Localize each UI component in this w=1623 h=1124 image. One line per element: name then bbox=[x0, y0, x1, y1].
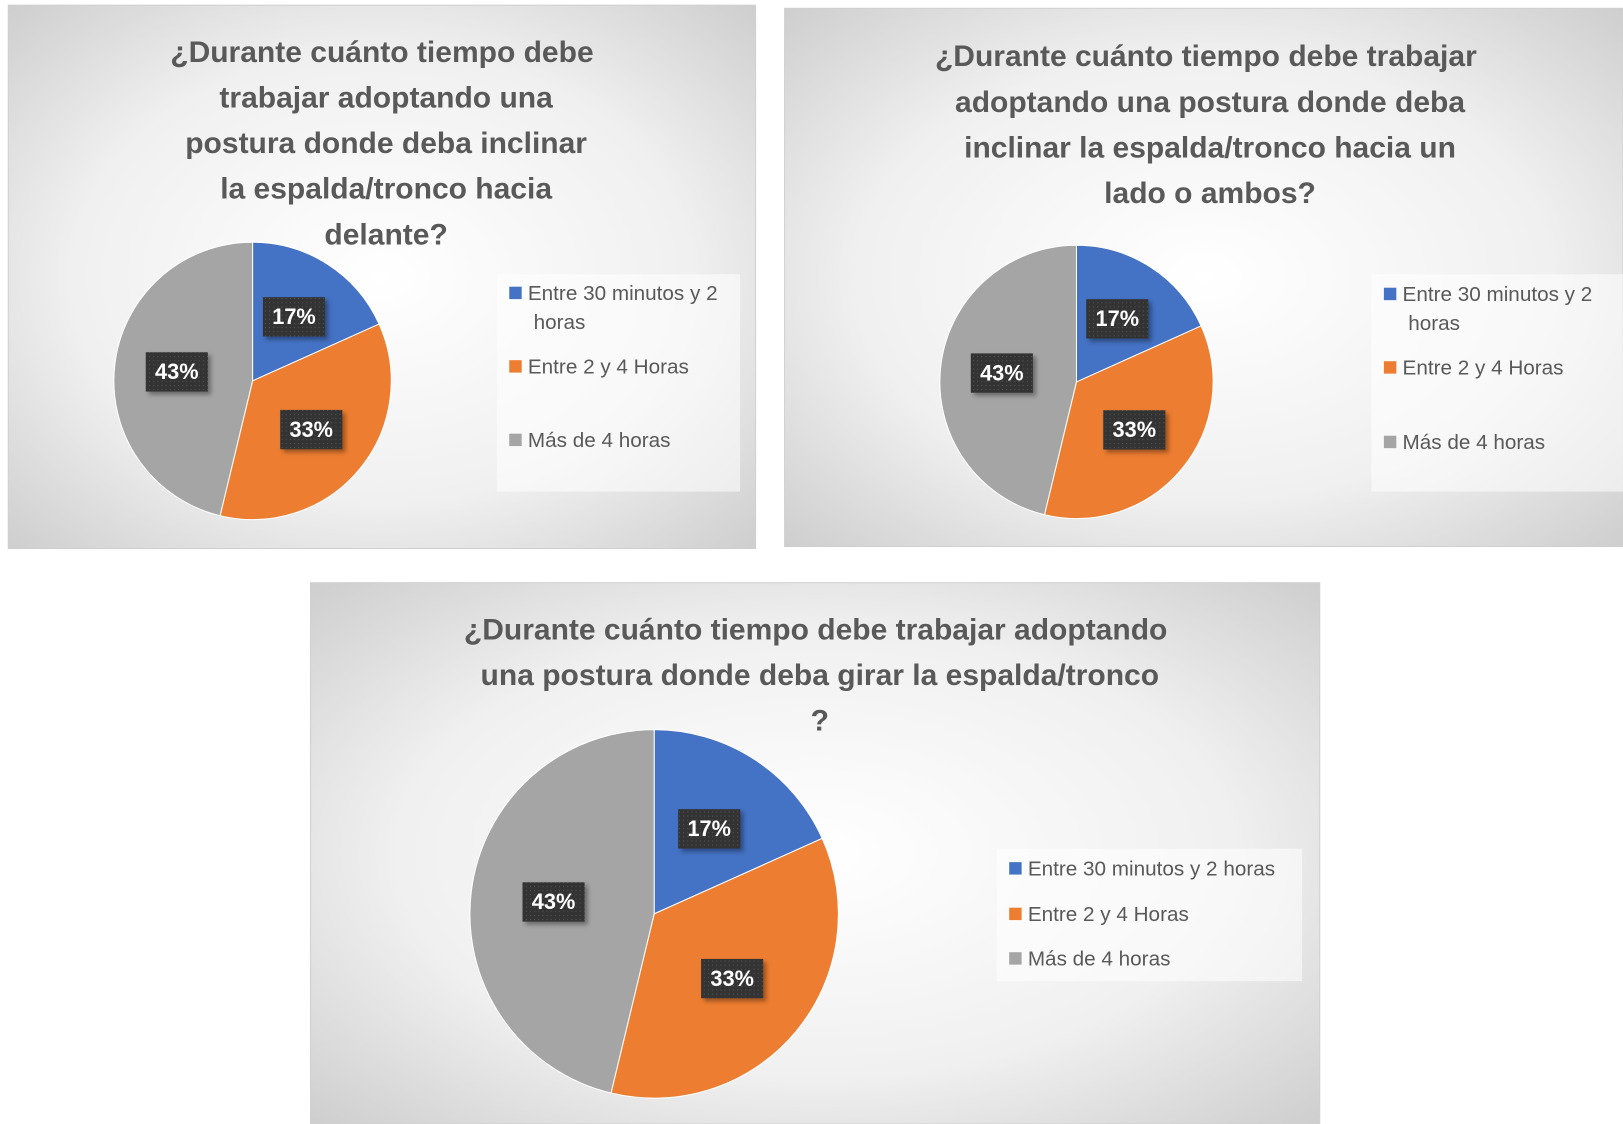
label-box bbox=[1103, 410, 1166, 450]
label-box bbox=[262, 297, 326, 337]
legend-swatch bbox=[1383, 287, 1397, 301]
legend-box bbox=[496, 274, 741, 492]
legend-label: Entre 30 minutos y 2 horas bbox=[1028, 858, 1275, 881]
label-box bbox=[145, 352, 208, 392]
label-box bbox=[1086, 299, 1149, 339]
chart-title: ¿Durante cuánto tiempo debe trabajar ado… bbox=[464, 614, 1167, 738]
data-label: 43% bbox=[532, 889, 575, 914]
label-box bbox=[280, 409, 343, 450]
data-label: 17% bbox=[272, 304, 315, 329]
data-label: 17% bbox=[1096, 306, 1139, 331]
legend-label: Más de 4 horas bbox=[528, 429, 671, 452]
legend-box bbox=[996, 848, 1303, 982]
data-label: 43% bbox=[155, 359, 198, 384]
chart-title: ¿Durante cuánto tiempo debe trabajar ado… bbox=[935, 40, 1477, 210]
legend-label: Más de 4 horas bbox=[1403, 431, 1546, 454]
legend-swatch bbox=[509, 433, 522, 447]
data-label: 33% bbox=[710, 966, 753, 991]
legend-box bbox=[1371, 274, 1623, 492]
legend-swatch bbox=[1009, 907, 1022, 921]
legend-swatch bbox=[509, 360, 522, 373]
label-box bbox=[970, 353, 1033, 393]
data-label: 17% bbox=[687, 816, 730, 841]
legend-label: Entre 30 minutos y 2 horas bbox=[1403, 283, 1593, 335]
legend-label: Entre 2 y 4 Horas bbox=[528, 356, 689, 379]
label-box bbox=[522, 882, 585, 922]
legend-label: Entre 2 y 4 Horas bbox=[1403, 357, 1564, 380]
legend-swatch bbox=[1009, 952, 1022, 965]
data-label: 33% bbox=[1113, 417, 1156, 442]
label-box bbox=[678, 809, 741, 849]
legend-label: Entre 2 y 4 Horas bbox=[1028, 903, 1189, 926]
legend-swatch bbox=[1009, 862, 1022, 875]
legend-label: Entre 30 minutos y 2 horas bbox=[528, 282, 718, 334]
legend-swatch bbox=[1383, 361, 1397, 374]
label-box bbox=[701, 958, 764, 999]
data-label: 33% bbox=[290, 417, 333, 442]
chart-title: ¿Durante cuánto tiempo debe trabajar ado… bbox=[170, 36, 593, 251]
legend-swatch bbox=[1383, 435, 1397, 449]
data-label: 43% bbox=[980, 360, 1023, 385]
legend-label: Más de 4 horas bbox=[1028, 948, 1171, 971]
legend-swatch bbox=[509, 286, 522, 300]
